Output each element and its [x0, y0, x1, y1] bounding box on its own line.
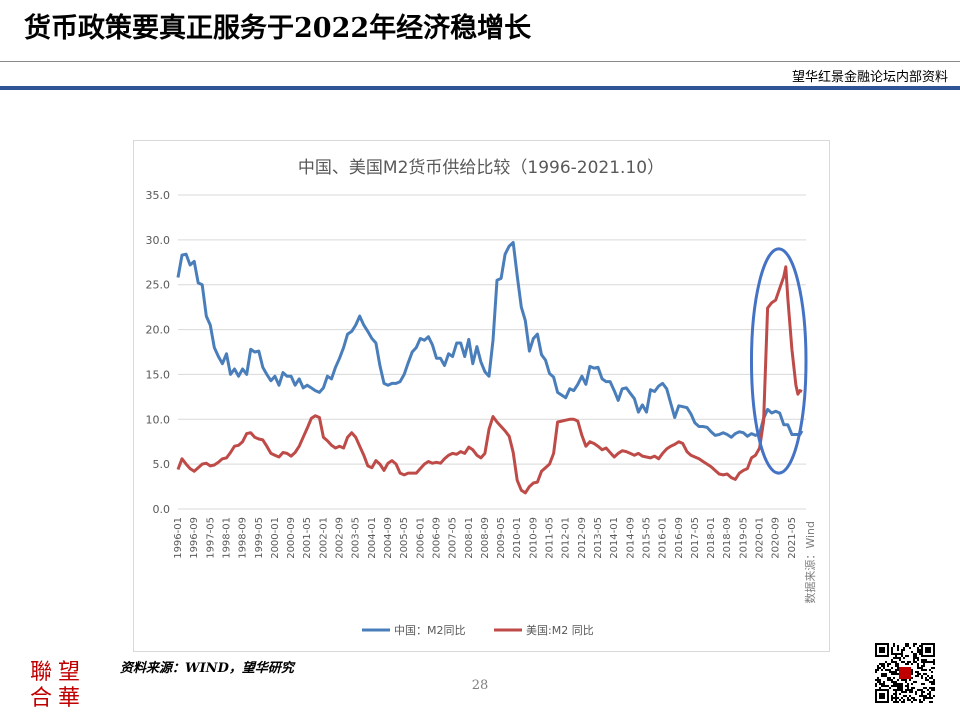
- x-tick-label: 2010-09: [528, 517, 539, 559]
- m2-comparison-chart: 中国、美国M2货币供给比较（1996-2021.10） 0.0 5.0 10.0 15…: [146, 158, 818, 637]
- header-divider-thick: [0, 86, 960, 90]
- x-tick-label: 2020-01: [755, 517, 766, 559]
- x-tick-label: 2003-05: [351, 517, 362, 559]
- x-tick-label: 2016-01: [658, 517, 669, 559]
- highlight-annotation: [749, 247, 808, 475]
- x-tick-label: 2011-05: [545, 517, 556, 559]
- x-tick-label: 2008-01: [464, 517, 475, 559]
- chart-title: 中国、美国M2货币供给比较（1996-2021.10）: [298, 158, 664, 178]
- x-tick-label: 1998-09: [238, 517, 249, 559]
- us-m2-line: [176, 265, 803, 495]
- brand-logo: 聯 望 合 華: [30, 660, 80, 711]
- x-tick-label: 2000-01: [270, 517, 281, 559]
- series-lines: [176, 241, 804, 495]
- legend-label: 中国：M2同比: [394, 624, 466, 637]
- qr-code-icon[interactable]: [874, 642, 936, 704]
- logo-char: 合: [30, 686, 52, 711]
- x-tick-label: 2017-05: [690, 517, 701, 559]
- x-tick-label: 2007-05: [448, 517, 459, 559]
- y-tick-label: 25.0: [146, 279, 171, 292]
- x-tick-label: 2014-09: [625, 517, 636, 559]
- x-axis-ticks: 1996-01 1996-09 1997-05 1998-01 1998-09 1999-…: [173, 517, 798, 559]
- x-tick-label: 2020-09: [771, 517, 782, 559]
- x-tick-label: 2004-01: [367, 517, 378, 559]
- x-tick-label: 1996-01: [173, 517, 184, 559]
- x-tick-label: 2013-05: [593, 517, 604, 559]
- x-tick-label: 2005-05: [399, 517, 410, 559]
- x-tick-label: 1998-01: [221, 517, 232, 559]
- x-tick-label: 2012-01: [561, 517, 572, 559]
- logo-char: 望: [58, 660, 80, 685]
- x-tick-label: 2009-05: [496, 517, 507, 559]
- x-tick-label: 2010-01: [512, 517, 523, 559]
- x-tick-label: 2000-09: [286, 517, 297, 559]
- x-tick-label: 2018-01: [706, 517, 717, 559]
- x-tick-label: 1996-09: [189, 517, 200, 559]
- legend-label: 美国:M2 同比: [526, 624, 594, 637]
- header-divider-thin: [0, 61, 960, 62]
- x-tick-label: 1999-05: [254, 517, 265, 559]
- y-tick-label: 5.0: [153, 458, 171, 471]
- y-tick-label: 0.0: [153, 503, 171, 516]
- y-tick-label: 30.0: [146, 234, 171, 247]
- logo-char: 聯: [30, 660, 52, 685]
- logo-char: 華: [58, 686, 80, 711]
- chart-legend: 中国：M2同比 美国:M2 同比: [362, 624, 594, 637]
- x-tick-label: 2002-09: [335, 517, 346, 559]
- x-tick-label: 2018-09: [722, 517, 733, 559]
- slide-title: 货币政策要真正服务于2022年经济稳增长: [24, 13, 532, 44]
- y-tick-label: 10.0: [146, 413, 171, 426]
- highlight-ellipse: [749, 247, 808, 475]
- x-tick-label: 2014-01: [609, 517, 620, 559]
- page-number: 28: [471, 678, 489, 693]
- x-tick-label: 2016-09: [674, 517, 685, 559]
- chart-container: 中国、美国M2货币供给比较（1996-2021.10） 0.0 5.0 10.0 15…: [133, 140, 830, 652]
- y-tick-label: 20.0: [146, 324, 171, 337]
- y-axis-ticks: 0.0 5.0 10.0 15.0 20.0 25.0 30.0 35.0: [146, 189, 171, 516]
- x-tick-label: 2019-05: [738, 517, 749, 559]
- x-tick-label: 2004-09: [383, 517, 394, 559]
- x-tick-label: 2006-01: [415, 517, 426, 559]
- y-tick-label: 15.0: [146, 368, 171, 381]
- x-tick-label: 2012-09: [577, 517, 588, 559]
- x-tick-label: 2021-05: [787, 517, 798, 559]
- chart-source-label: 数据来源：Wind: [803, 521, 817, 604]
- x-tick-label: 2015-05: [641, 517, 652, 559]
- y-tick-label: 35.0: [146, 189, 171, 202]
- china-m2-line: [176, 241, 804, 439]
- x-tick-label: 2008-09: [480, 517, 491, 559]
- x-tick-label: 2002-01: [318, 517, 329, 559]
- x-tick-label: 2001-05: [302, 517, 313, 559]
- x-tick-label: 2006-09: [431, 517, 442, 559]
- x-tick-label: 1997-05: [205, 517, 216, 559]
- org-label: 望华红景金融论坛内部资料: [791, 70, 948, 85]
- source-note: 资料来源：WIND，望华研究: [120, 661, 294, 676]
